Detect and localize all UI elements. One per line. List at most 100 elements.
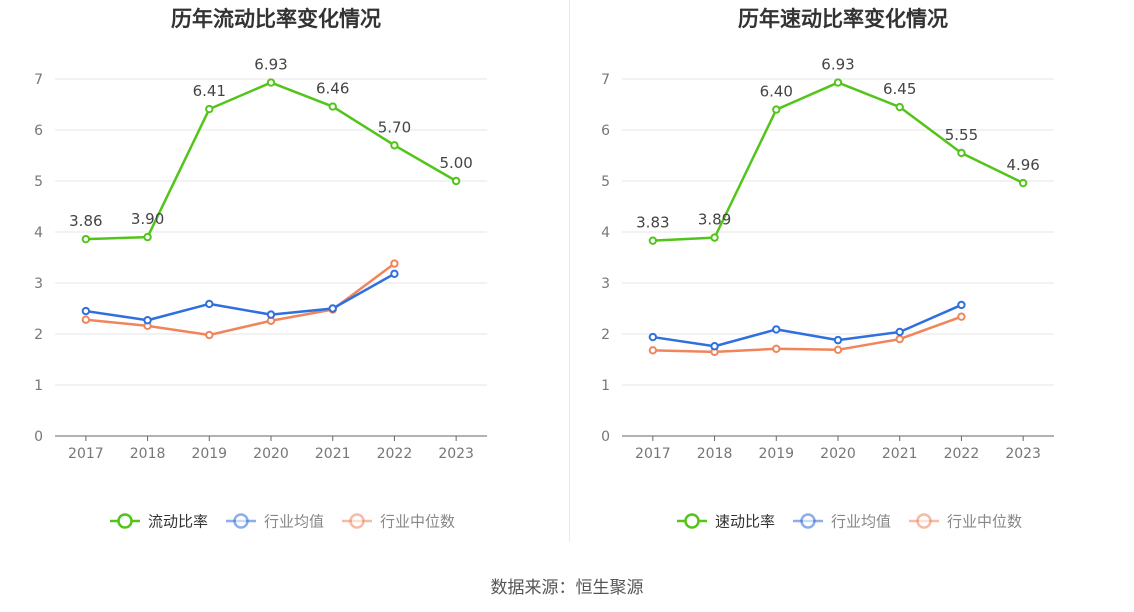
data-label: 4.96 bbox=[1006, 156, 1039, 174]
data-point bbox=[833, 345, 843, 355]
data-point bbox=[328, 102, 337, 111]
legend-label: 行业均值 bbox=[264, 513, 324, 531]
y-tick-label: 2 bbox=[601, 327, 610, 343]
x-tick-label: 2017 bbox=[635, 446, 671, 462]
y-tick-label: 6 bbox=[601, 123, 610, 139]
data-point bbox=[266, 78, 276, 87]
legend-marker bbox=[800, 513, 816, 529]
x-tick-label: 2022 bbox=[944, 446, 980, 462]
legend-item: 行业均值 bbox=[793, 513, 891, 531]
data-point bbox=[266, 310, 276, 319]
data-point bbox=[710, 342, 719, 351]
y-tick-label: 4 bbox=[601, 225, 610, 241]
data-point bbox=[143, 232, 152, 242]
data-point bbox=[957, 300, 966, 310]
data-point bbox=[451, 176, 461, 186]
data-point bbox=[81, 306, 91, 316]
chart-title: 历年速动比率变化情况 bbox=[738, 7, 948, 31]
data-point bbox=[772, 344, 781, 353]
y-tick-label: 1 bbox=[601, 378, 610, 394]
y-tick-label: 7 bbox=[34, 72, 43, 88]
data-label: 3.83 bbox=[636, 214, 669, 232]
data-point bbox=[957, 312, 966, 321]
data-point bbox=[390, 269, 399, 279]
data-point bbox=[648, 332, 658, 342]
legend-marker bbox=[233, 513, 249, 529]
data-point bbox=[772, 325, 781, 334]
current-ratio-chart: 历年流动比率变化情况 0 1 2 3 4 5 6 7 2017 2018 2019 2020 2021 20… bbox=[34, 7, 487, 531]
data-point bbox=[143, 316, 152, 325]
series-line-1 bbox=[652, 303, 962, 348]
x-tick-label: 2017 bbox=[68, 446, 104, 462]
data-point bbox=[205, 104, 214, 114]
data-point bbox=[205, 299, 214, 309]
data-label: 3.89 bbox=[698, 211, 731, 229]
legend-item: 速动比率 bbox=[677, 513, 775, 531]
series-line-2 bbox=[652, 315, 962, 354]
y-tick-label: 5 bbox=[601, 174, 610, 190]
quick-ratio-chart: 历年速动比率变化情况 0 1 2 3 4 5 6 7 2017 2018 2019 2020 2021 20… bbox=[601, 7, 1054, 531]
legend-label: 行业中位数 bbox=[380, 513, 455, 531]
series-line-1 bbox=[85, 272, 396, 322]
y-tick-label: 7 bbox=[601, 72, 610, 88]
x-tick-label: 2020 bbox=[253, 446, 289, 462]
x-tick-label: 2023 bbox=[1005, 446, 1041, 462]
data-label: 5.70 bbox=[378, 118, 411, 136]
x-tick-label: 2019 bbox=[191, 446, 227, 462]
data-label: 6.46 bbox=[316, 80, 349, 98]
data-label: 6.93 bbox=[821, 56, 854, 74]
data-point bbox=[957, 148, 966, 158]
legend-item: 行业均值 bbox=[226, 513, 324, 531]
data-label: 6.45 bbox=[883, 80, 916, 98]
x-tick-label: 2021 bbox=[882, 446, 918, 462]
data-point bbox=[710, 233, 719, 242]
y-tick-label: 4 bbox=[34, 225, 43, 241]
legend-label: 行业均值 bbox=[831, 513, 891, 531]
legend-marker bbox=[916, 513, 932, 529]
data-source-label: 数据来源：恒生聚源 bbox=[490, 578, 644, 598]
data-label: 6.40 bbox=[760, 83, 793, 101]
x-tick-label: 2020 bbox=[820, 446, 856, 462]
data-point bbox=[648, 346, 658, 355]
x-tick-label: 2019 bbox=[758, 446, 794, 462]
y-tick-label: 0 bbox=[601, 429, 610, 445]
data-point bbox=[895, 334, 904, 344]
chart-panel-quick-ratio: 历年速动比率变化情况 0 1 2 3 4 5 6 7 2017 2018 2019 2020 2021 20… bbox=[567, 0, 1134, 560]
legend-item: 流动比率 bbox=[110, 513, 208, 531]
chart-panel-current-ratio: 历年流动比率变化情况 0 1 2 3 4 5 6 7 2017 2018 2019 2020 2021 20… bbox=[0, 0, 567, 560]
legend-item: 行业中位数 bbox=[909, 513, 1022, 531]
legend-marker bbox=[349, 513, 365, 529]
data-point bbox=[205, 330, 214, 340]
data-point bbox=[648, 236, 658, 245]
panel-divider bbox=[569, 0, 570, 542]
y-tick-label: 0 bbox=[34, 429, 43, 445]
x-tick-label: 2021 bbox=[315, 446, 351, 462]
y-tick-label: 2 bbox=[34, 327, 43, 343]
y-tick-label: 3 bbox=[34, 276, 43, 292]
data-point bbox=[390, 141, 399, 150]
data-label: 5.00 bbox=[439, 154, 472, 172]
y-tick-label: 5 bbox=[34, 174, 43, 190]
y-tick-label: 6 bbox=[34, 123, 43, 139]
data-point bbox=[81, 234, 91, 244]
legend-label: 速动比率 bbox=[715, 513, 775, 531]
x-tick-label: 2022 bbox=[377, 446, 413, 462]
data-label: 3.86 bbox=[69, 212, 102, 230]
data-point bbox=[895, 327, 904, 337]
data-point bbox=[772, 105, 781, 114]
data-point bbox=[328, 304, 337, 313]
legend-item: 行业中位数 bbox=[342, 513, 455, 531]
data-label: 6.93 bbox=[254, 56, 287, 74]
data-point bbox=[81, 315, 91, 324]
data-point bbox=[833, 335, 843, 345]
legend-label: 流动比率 bbox=[148, 513, 208, 531]
x-tick-label: 2018 bbox=[697, 446, 733, 462]
data-point bbox=[1018, 178, 1028, 188]
data-point bbox=[895, 102, 904, 112]
data-label: 6.41 bbox=[193, 82, 226, 100]
legend-marker bbox=[117, 513, 133, 529]
data-point bbox=[833, 78, 843, 87]
data-label: 5.55 bbox=[945, 126, 978, 144]
chart-title: 历年流动比率变化情况 bbox=[171, 7, 381, 31]
y-tick-label: 1 bbox=[34, 378, 43, 394]
